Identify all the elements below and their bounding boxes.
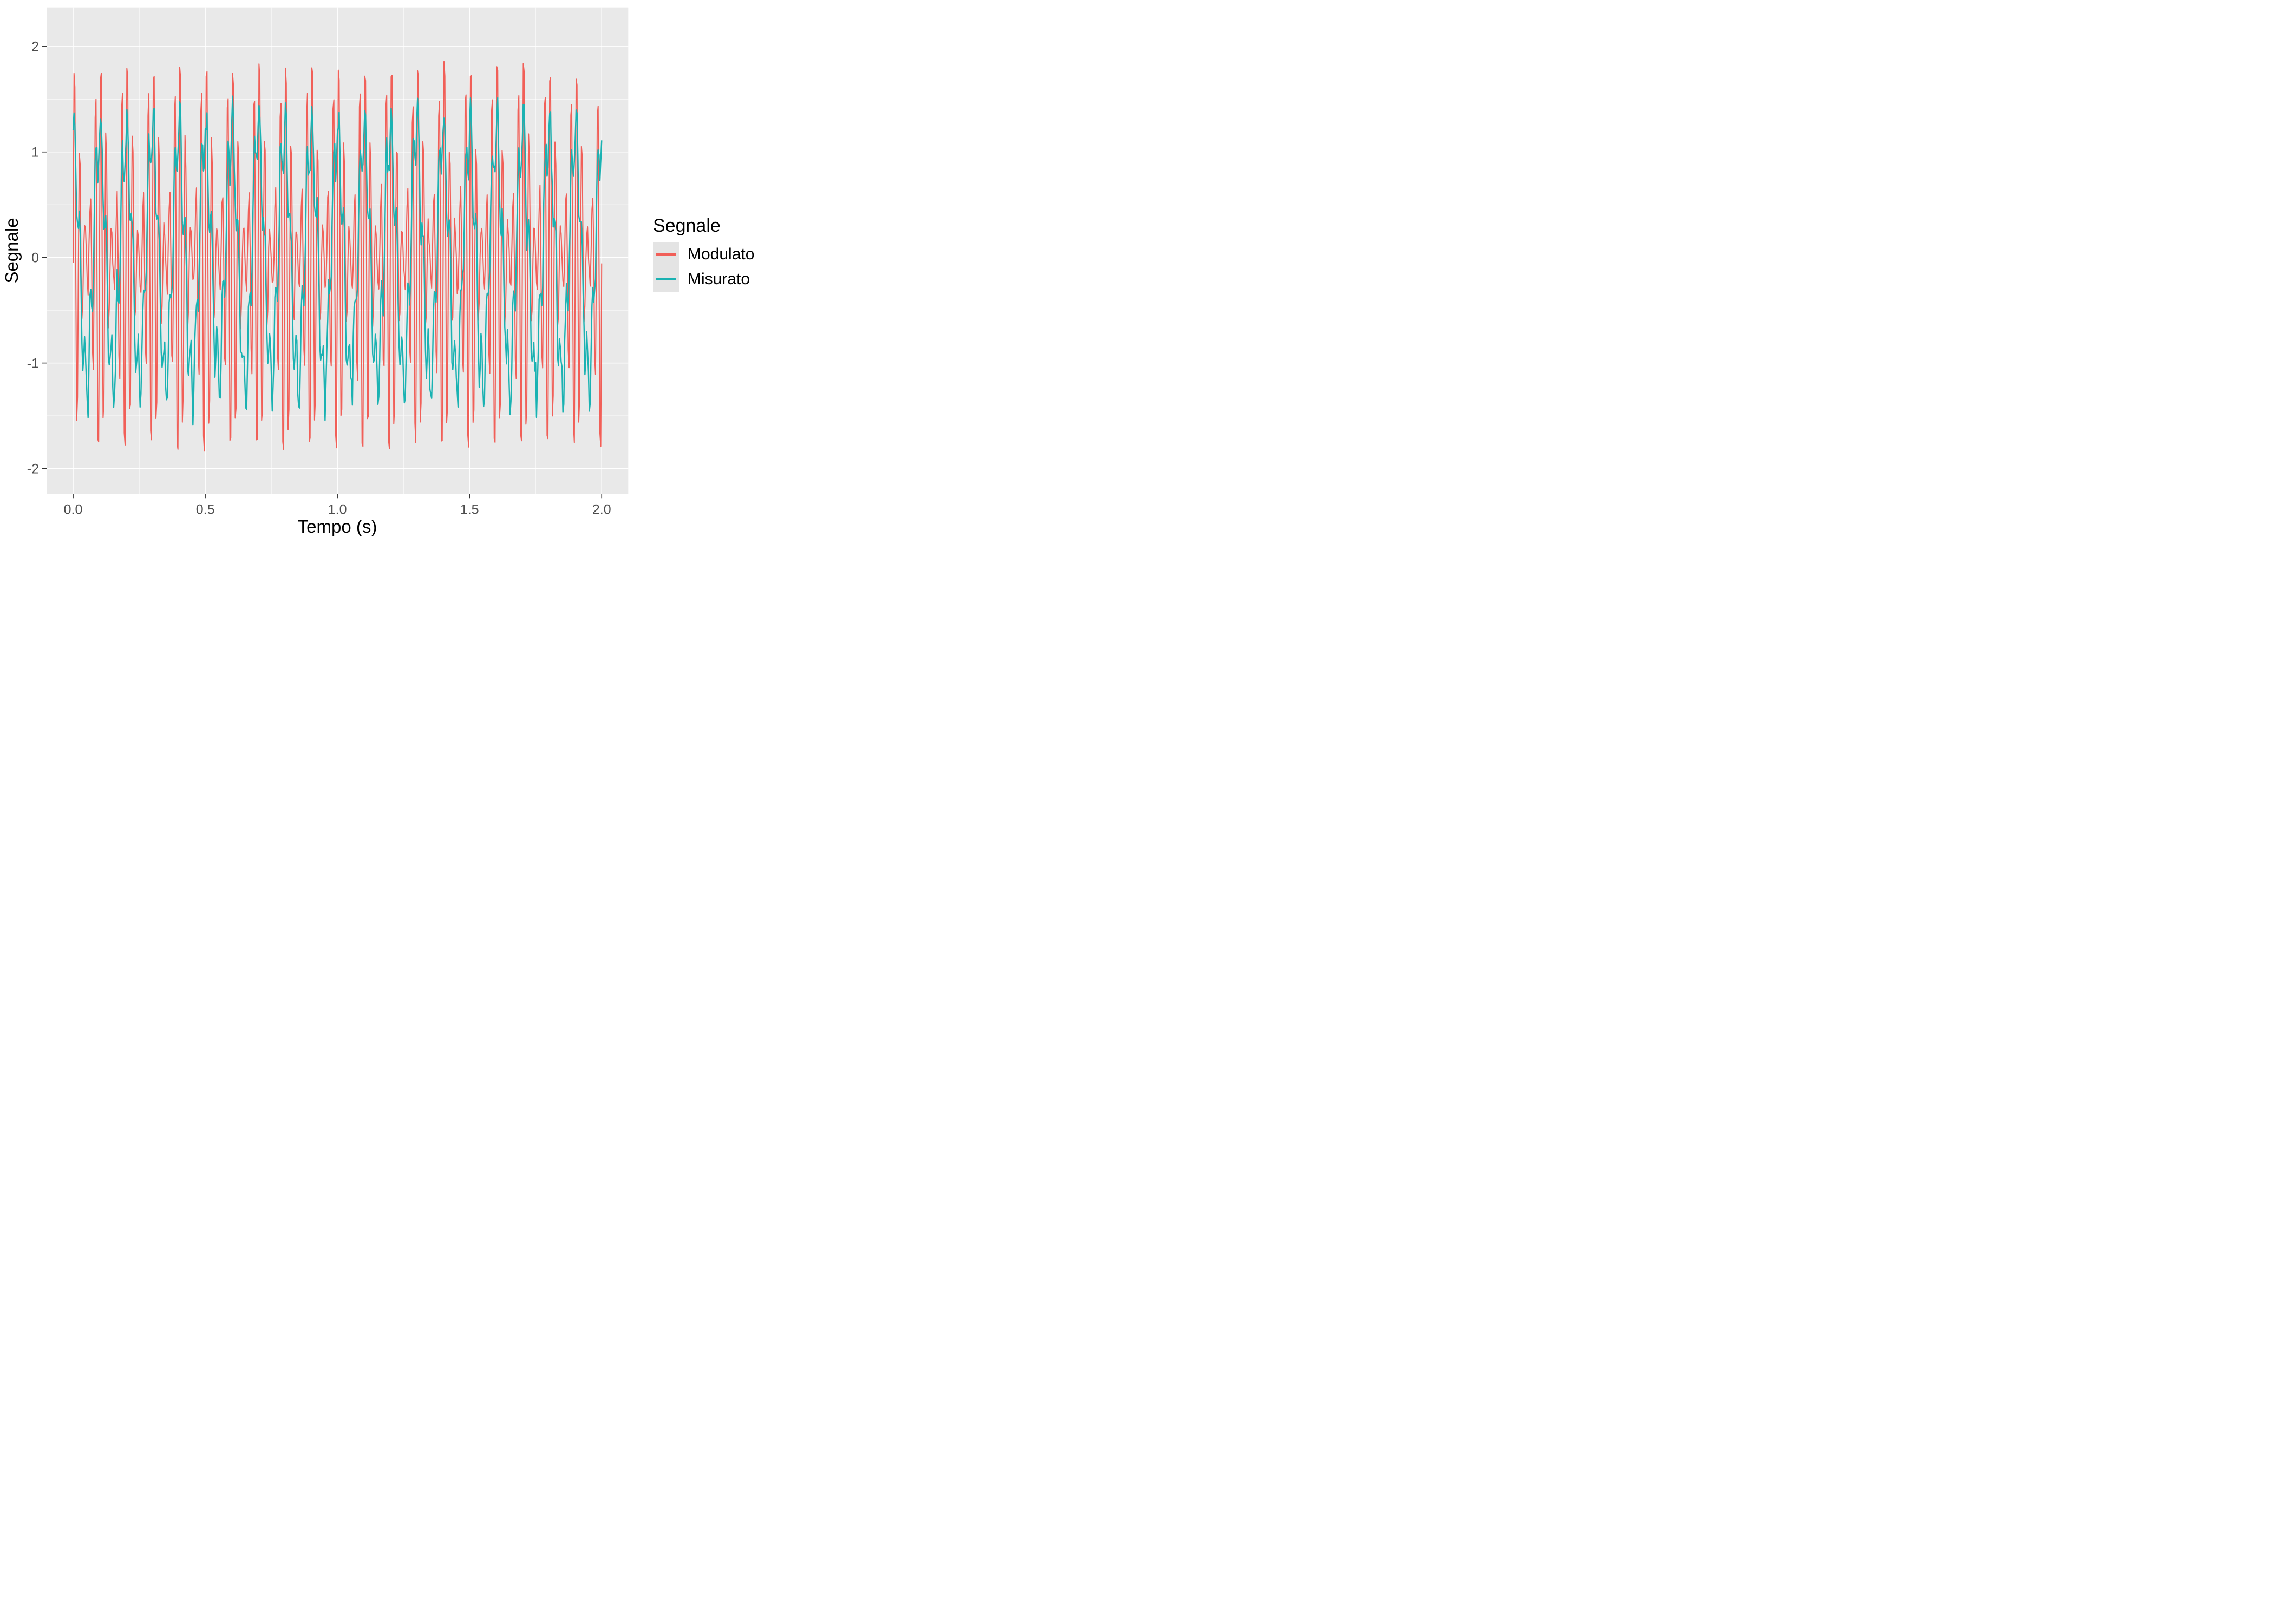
x-axis-title: Tempo (s) [297,516,377,536]
y-tick-label: 1 [31,145,39,160]
axis-ticks: 0.0 0.5 1.0 1.5 2.0 -2 -1 0 1 2 [27,40,611,518]
y-tick-label: 2 [31,40,39,55]
legend-entry-misurato: Misurato [653,267,754,292]
legend-title: Segnale [653,215,721,236]
x-tick-label: 0.5 [196,502,215,517]
modulato-line-swatch [656,253,676,256]
plot-figure: 0.0 0.5 1.0 1.5 2.0 -2 -1 0 1 2 Segnale Tempo (s)… [0,0,758,541]
x-tick-label: 1.5 [460,502,479,517]
x-tick-label: 0.0 [64,502,83,517]
y-axis-title: Segnale [2,218,22,284]
x-tick-label: 2.0 [592,502,611,517]
legend-entry-modulato: Modulato [653,242,754,267]
plot-canvas: 0.0 0.5 1.0 1.5 2.0 -2 -1 0 1 2 [27,7,629,518]
legend-label-modulato: Modulato [688,245,755,263]
y-tick-label: 0 [31,250,39,265]
legend: Segnale Modulato Misurato [653,215,754,292]
x-tick-label: 1.0 [328,502,347,517]
legend-label-misurato: Misurato [688,270,750,288]
y-tick-label: -1 [27,356,39,371]
series-group [72,61,603,452]
legend-key-modulato [653,242,679,267]
misurato-line [72,95,603,426]
y-tick-label: -2 [27,461,39,476]
legend-key-misurato [653,267,679,292]
misurato-line-swatch [656,278,676,280]
